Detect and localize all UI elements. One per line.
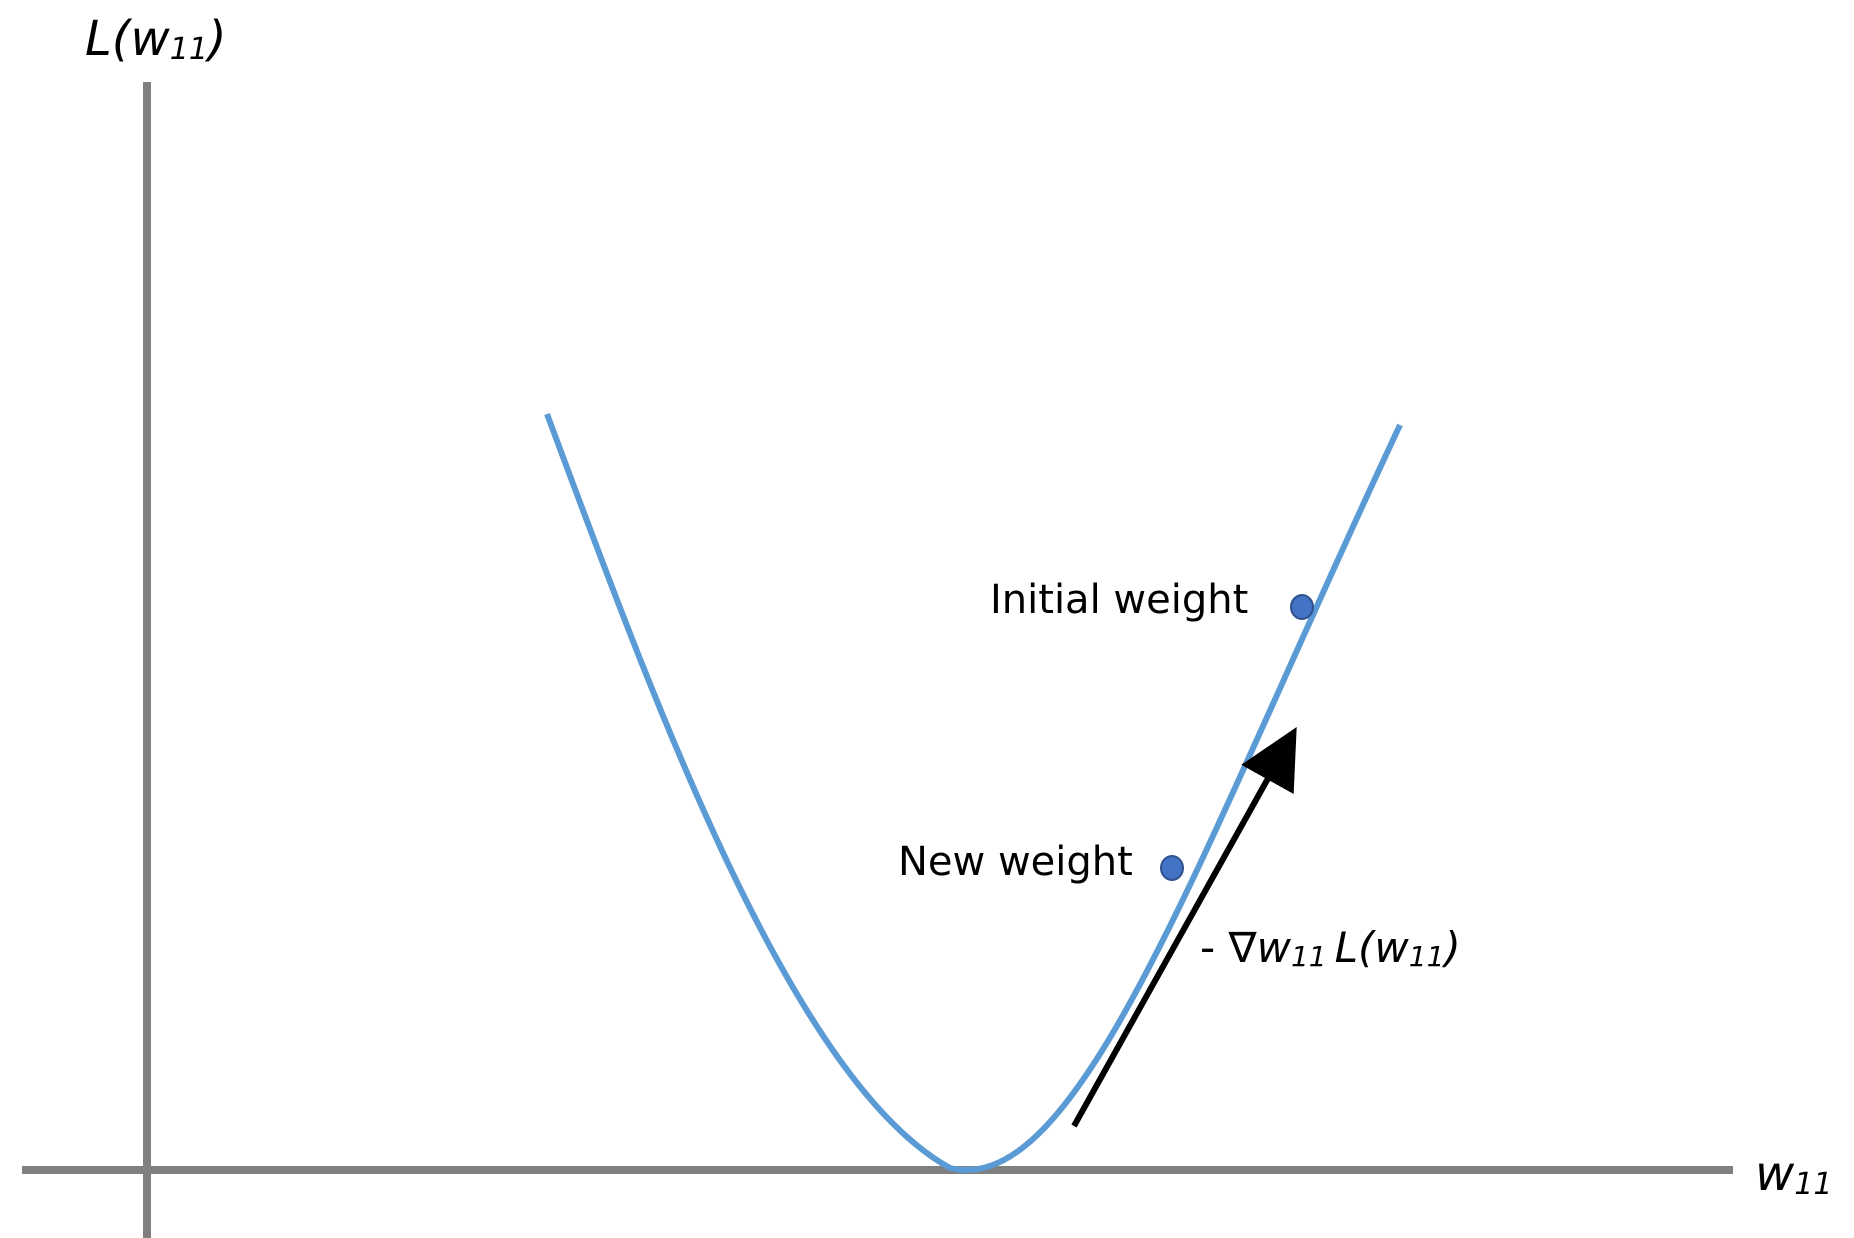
new-weight-label: New weight xyxy=(898,839,1133,885)
initial-weight-point xyxy=(1291,595,1313,619)
y-axis-label: L(w11) xyxy=(85,11,227,67)
initial-weight-label: Initial weight xyxy=(990,577,1248,623)
gradient-label: - ∇w11 L(w11) xyxy=(1200,923,1461,973)
new-weight-point xyxy=(1161,856,1183,880)
loss-curve xyxy=(547,414,1400,1170)
x-axis-label: w11 xyxy=(1755,1146,1832,1202)
